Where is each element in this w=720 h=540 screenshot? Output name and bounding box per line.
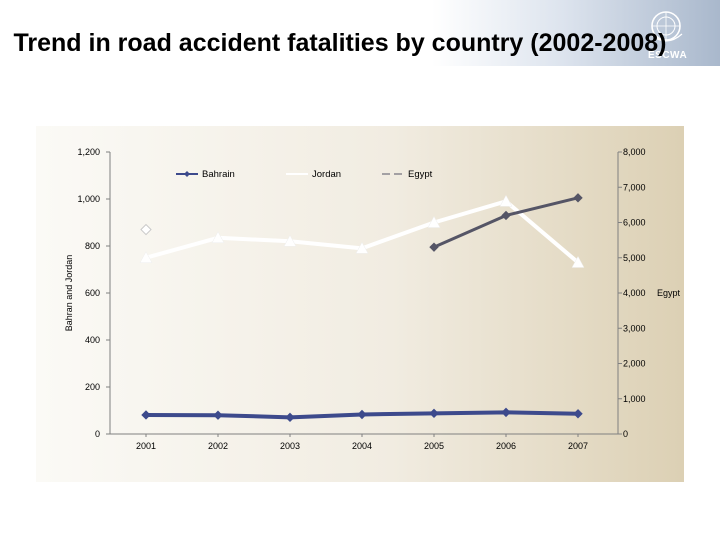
right-tick-label: 2,000 — [623, 359, 646, 369]
left-tick-label: 200 — [85, 382, 100, 392]
legend-egypt-label: Egypt — [408, 169, 433, 180]
x-tick-label: 2003 — [280, 441, 300, 451]
right-tick-label: 1,000 — [623, 394, 646, 404]
x-tick-label: 2006 — [496, 441, 516, 451]
left-tick-label: 800 — [85, 241, 100, 251]
logo-text: ESCWA — [648, 50, 688, 61]
jordan-point — [283, 234, 297, 247]
x-tick-label: 2004 — [352, 441, 372, 451]
x-tick-label: 2007 — [568, 441, 588, 451]
egypt-point — [429, 242, 439, 252]
right-tick-label: 7,000 — [623, 182, 646, 192]
jordan-point — [139, 251, 153, 263]
right-axis-label: Egypt — [657, 288, 681, 298]
right-tick-label: 6,000 — [623, 218, 646, 228]
chart-panel: 0 200 400 600 800 1,000 1,200 0 1,000 2,000 3,000 4… — [36, 126, 684, 482]
jordan-extra-point — [140, 223, 152, 236]
right-tick-label: 8,000 — [623, 147, 646, 157]
bahrain-point — [573, 409, 583, 419]
right-tick-label: 4,000 — [623, 288, 646, 298]
x-tick-label: 2001 — [136, 441, 156, 451]
egypt-point — [573, 193, 583, 203]
legend-jordan-label: Jordan — [312, 169, 341, 180]
egypt-point — [501, 210, 511, 221]
jordan-point — [355, 241, 369, 254]
legend-bahrain-label: Bahrain — [202, 169, 235, 180]
bahrain-point — [429, 408, 439, 419]
right-tick-label: 3,000 — [623, 323, 646, 333]
bahrain-point — [501, 407, 511, 418]
jordan-point — [427, 215, 441, 228]
left-tick-label: 1,200 — [77, 147, 100, 157]
left-axis-label: Bahran and Jordan — [64, 255, 74, 332]
slide-title: Trend in road accident fatalities by cou… — [13, 29, 667, 57]
line-chart: 0 200 400 600 800 1,000 1,200 0 1,000 2,000 3,000 4… — [64, 147, 681, 451]
left-tick-label: 400 — [85, 335, 100, 345]
un-emblem-icon — [649, 11, 683, 42]
bahrain-point — [285, 412, 295, 423]
jordan-point — [499, 194, 513, 207]
jordan-point — [211, 231, 225, 244]
left-tick-label: 1,000 — [77, 194, 100, 204]
legend-bahrain-marker — [184, 171, 190, 177]
right-tick-label: 0 — [623, 429, 628, 439]
x-tick-label: 2002 — [208, 441, 228, 451]
jordan-point — [571, 255, 585, 268]
header-band — [0, 0, 720, 66]
left-tick-label: 0 — [95, 429, 100, 439]
bahrain-point — [213, 410, 223, 420]
right-tick-label: 5,000 — [623, 253, 646, 263]
bahrain-point — [357, 409, 367, 420]
x-tick-label: 2005 — [424, 441, 444, 451]
bahrain-point — [141, 410, 151, 420]
left-tick-label: 600 — [85, 288, 100, 298]
